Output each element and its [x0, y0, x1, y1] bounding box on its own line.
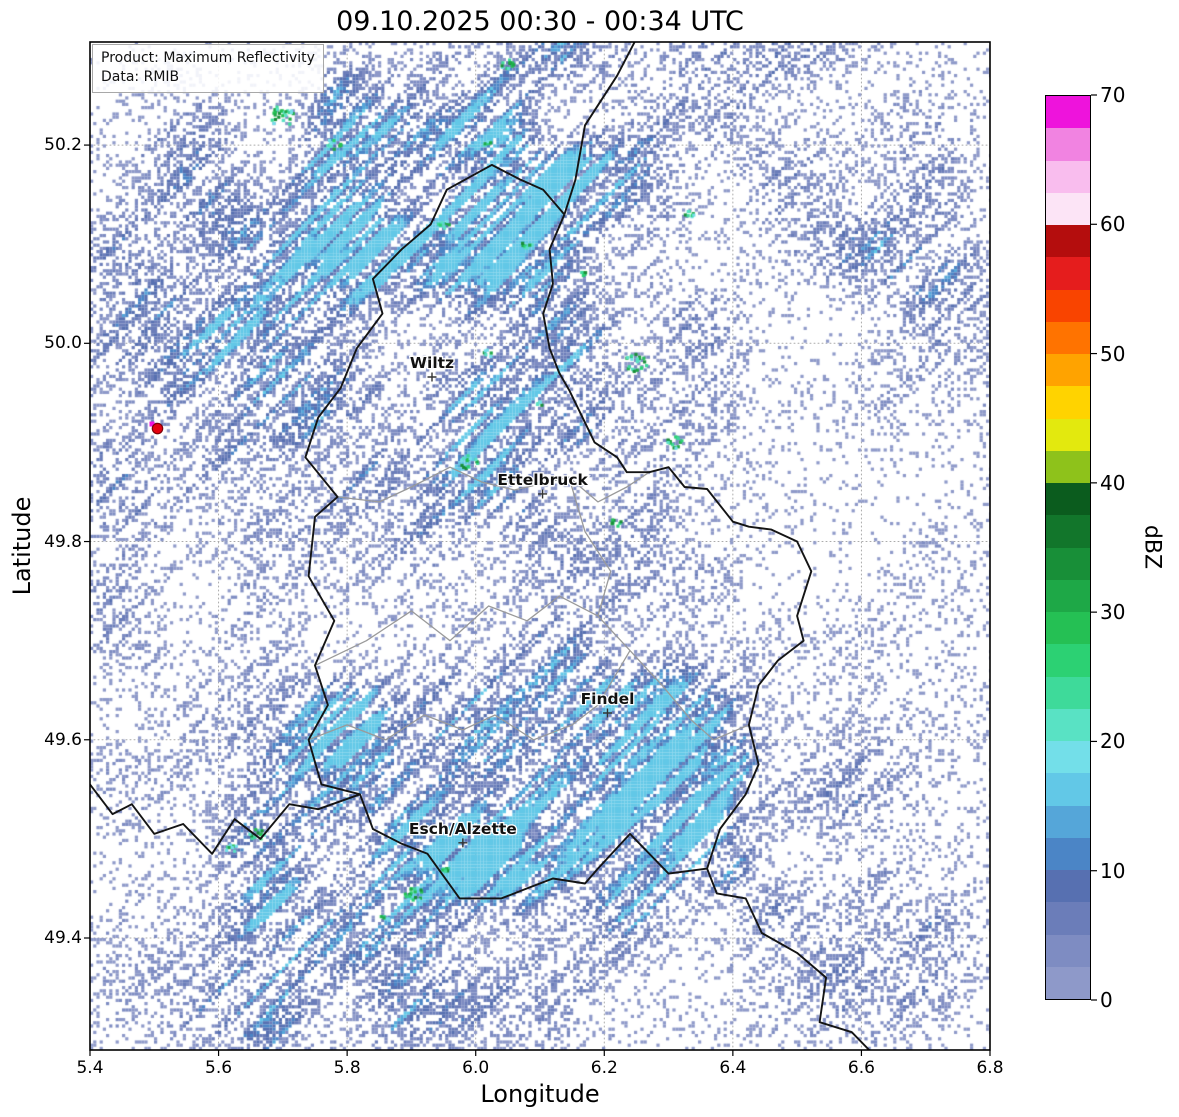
radar-site-marker	[151, 422, 164, 435]
radar-field-canvas	[90, 42, 990, 1050]
x-tick-label: 5.6	[205, 1058, 233, 1078]
colorbar-segment	[1046, 515, 1090, 548]
y-tick-label: 50.0	[44, 333, 82, 354]
colorbar	[1045, 95, 1091, 1000]
city-marker-ettelbruck: Ettelbruck	[496, 470, 590, 499]
colorbar-segment	[1046, 644, 1090, 677]
x-tick-label: 6.2	[590, 1058, 618, 1078]
colorbar-segment	[1046, 257, 1090, 290]
figure-title: 09.10.2025 00:30 - 00:34 UTC	[336, 6, 744, 37]
city-label: Esch/Alzette	[409, 820, 517, 838]
colorbar-segment	[1046, 773, 1090, 806]
plot-frame	[89, 41, 991, 1051]
colorbar-segment	[1046, 289, 1090, 322]
country-border-line	[304, 163, 813, 900]
district-borders	[308, 466, 750, 741]
colorbar-segment	[1046, 128, 1090, 161]
y-tick-label: 49.6	[44, 729, 82, 750]
x-tick-label: 6.8	[976, 1058, 1004, 1078]
country-border-line	[706, 868, 871, 1050]
colorbar-tick-label: 10	[1100, 858, 1126, 883]
y-tick-label: 49.8	[44, 531, 82, 552]
x-tick-label: 6.6	[847, 1058, 875, 1078]
colorbar-segment	[1046, 225, 1090, 258]
country-border-line	[563, 42, 636, 215]
y-tick-label: 49.4	[44, 928, 82, 948]
city-marker-esch-alzette: Esch/Alzette	[408, 819, 518, 848]
city-label: Wiltz	[410, 354, 454, 372]
colorbar-segment	[1046, 837, 1090, 870]
colorbar-segment	[1046, 708, 1090, 741]
data-source-line: Data: RMIB	[101, 69, 180, 85]
city-marker-findel: Findel	[579, 689, 636, 718]
colorbar-segment	[1046, 966, 1090, 999]
country-border-line	[90, 783, 361, 855]
colorbar-segment	[1046, 676, 1090, 709]
x-axis-label: Longitude	[480, 1080, 600, 1108]
city-label: Findel	[581, 690, 635, 708]
district-border-line	[308, 650, 631, 741]
colorbar-segment	[1046, 450, 1090, 483]
colorbar-segment	[1046, 418, 1090, 451]
city-plus-icon	[458, 838, 468, 848]
colorbar-tick-label: 0	[1100, 988, 1113, 1012]
city-label: Ettelbruck	[497, 471, 588, 489]
x-tick-label: 5.8	[333, 1058, 361, 1078]
colorbar-tick-label: 50	[1100, 341, 1126, 366]
colorbar-segment	[1046, 354, 1090, 387]
map-plot-area	[90, 42, 990, 1050]
colorbar-segment	[1046, 547, 1090, 580]
x-tick-label: 6.4	[719, 1058, 747, 1078]
city-plus-icon	[603, 708, 612, 718]
y-tick-label: 50.2	[44, 135, 82, 156]
city-marker-wiltz: Wiltz	[409, 353, 455, 382]
x-tick-label: 6.0	[462, 1058, 490, 1078]
colorbar-segment	[1046, 741, 1090, 774]
colorbar-segment	[1046, 934, 1090, 967]
country-borders	[90, 42, 871, 1050]
x-tick-label: 5.4	[76, 1058, 104, 1078]
colorbar-tick-label: 30	[1100, 600, 1126, 625]
colorbar-segment	[1046, 483, 1090, 516]
city-plus-icon	[427, 372, 437, 382]
colorbar-segment	[1046, 902, 1090, 935]
colorbar-segment	[1046, 160, 1090, 193]
product-info-box: Product: Maximum Reflectivity Data: RMIB	[92, 44, 324, 93]
colorbar-segment	[1046, 386, 1090, 419]
colorbar-tick-label: 20	[1100, 729, 1126, 754]
colorbar-segment	[1046, 321, 1090, 354]
radar-clutter-pixel	[149, 421, 155, 427]
city-plus-icon	[538, 489, 548, 499]
colorbar-tick-label: 40	[1100, 470, 1126, 495]
colorbar-segment	[1046, 192, 1090, 225]
district-border-line	[314, 595, 599, 666]
colorbar-tick-label: 70	[1100, 83, 1126, 107]
product-line: Product: Maximum Reflectivity	[101, 50, 315, 66]
colorbar-segment	[1046, 579, 1090, 612]
colorbar-segment	[1046, 805, 1090, 838]
colorbar-tick-label: 60	[1100, 212, 1126, 237]
colorbar-segment	[1046, 96, 1090, 129]
district-border-line	[337, 466, 650, 503]
colorbar-segment	[1046, 870, 1090, 903]
colorbar-segment	[1046, 612, 1090, 645]
